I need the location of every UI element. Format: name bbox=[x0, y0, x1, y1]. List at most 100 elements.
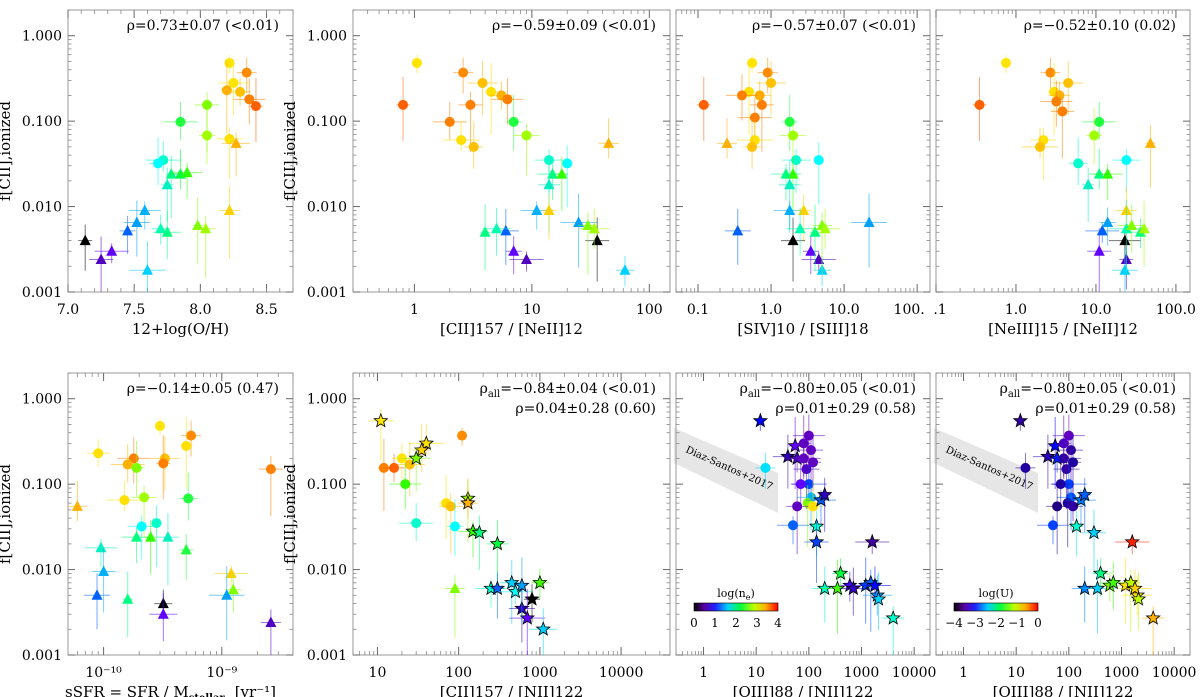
correlation-annotation: ρall=−0.84±0.04 (<0.01) bbox=[480, 381, 656, 400]
x-tick-label: 1000 bbox=[522, 665, 558, 681]
annotation-text: ρ=0.73±0.07 (<0.01) bbox=[127, 18, 279, 34]
circle-marker bbox=[749, 112, 760, 123]
triangle-marker bbox=[479, 226, 491, 237]
y-tick-label: 0.100 bbox=[22, 114, 62, 130]
data-point bbox=[1071, 566, 1098, 623]
data-point bbox=[229, 77, 252, 106]
y-tick-label: 1.000 bbox=[22, 29, 62, 45]
triangle-marker bbox=[227, 583, 239, 595]
y-axis-label: f[CII],ionized bbox=[0, 101, 14, 201]
triangle-marker bbox=[1082, 178, 1094, 190]
data-point bbox=[220, 61, 233, 134]
data-point bbox=[530, 568, 549, 599]
x-tick-label: 1000 bbox=[844, 665, 880, 681]
star-marker bbox=[1092, 565, 1109, 581]
circle-marker bbox=[1000, 57, 1011, 68]
triangle-marker bbox=[732, 224, 744, 236]
data-point bbox=[89, 236, 114, 292]
circle-marker bbox=[1020, 462, 1031, 473]
circle-marker bbox=[241, 67, 252, 78]
data-point bbox=[236, 57, 257, 94]
annotation-sub: all bbox=[488, 389, 500, 400]
x-axis-label-unit: [yr⁻¹] bbox=[235, 683, 276, 697]
data-point bbox=[1000, 54, 1011, 73]
circle-marker bbox=[250, 101, 261, 112]
data-point bbox=[1063, 481, 1084, 522]
circle-marker bbox=[795, 479, 806, 490]
triangle-marker bbox=[588, 222, 600, 234]
data-point bbox=[444, 575, 465, 638]
star-marker bbox=[460, 494, 476, 510]
y-tick-label: 0.010 bbox=[22, 563, 62, 579]
colorbar-tick-label: −1 bbox=[1008, 616, 1026, 630]
data-point bbox=[1108, 199, 1145, 274]
data-point bbox=[1015, 452, 1036, 489]
circle-marker bbox=[766, 77, 777, 88]
data-point bbox=[411, 54, 422, 73]
circle-marker bbox=[265, 464, 276, 475]
data-point bbox=[391, 443, 412, 480]
data-point bbox=[1082, 101, 1117, 140]
triangle-marker bbox=[95, 541, 107, 553]
correlation-annotation: ρ=0.01±0.29 (0.58) bbox=[775, 401, 916, 417]
circle-marker bbox=[801, 464, 812, 475]
star-marker bbox=[535, 621, 551, 636]
triangle-marker bbox=[122, 593, 134, 604]
circle-marker bbox=[1068, 457, 1079, 468]
data-point bbox=[128, 201, 161, 230]
data-point bbox=[479, 204, 491, 271]
star-marker bbox=[489, 535, 506, 551]
data-point bbox=[145, 141, 182, 172]
circle-marker bbox=[808, 457, 819, 468]
data-point bbox=[1053, 60, 1084, 115]
data-point bbox=[1118, 569, 1151, 602]
data-point bbox=[1086, 108, 1103, 165]
triangle-marker bbox=[200, 222, 212, 234]
triangle-marker bbox=[491, 222, 503, 234]
data-point bbox=[491, 78, 524, 125]
colorbar-tick-label: 1 bbox=[711, 616, 719, 630]
data-point bbox=[870, 572, 887, 631]
data-point bbox=[1142, 606, 1165, 655]
data-point bbox=[248, 78, 263, 143]
x-tick-label: 10000 bbox=[892, 665, 937, 681]
data-point bbox=[163, 101, 198, 140]
y-tick-label: 1.000 bbox=[307, 392, 347, 408]
triangle-marker bbox=[1126, 219, 1138, 231]
data-point bbox=[787, 416, 803, 489]
circle-marker bbox=[139, 492, 150, 503]
data-point bbox=[367, 408, 394, 461]
circle-marker bbox=[788, 130, 799, 141]
data-point bbox=[233, 78, 266, 125]
correlation-annotation: ρ=−0.52±0.10 (0.02) bbox=[1024, 18, 1176, 34]
triangle-marker bbox=[787, 234, 799, 246]
triangle-marker bbox=[162, 531, 174, 542]
x-tick-label: 10000 bbox=[599, 665, 644, 681]
circle-marker bbox=[456, 135, 467, 146]
data-point bbox=[432, 101, 467, 140]
data-point bbox=[782, 149, 811, 194]
panel-frame-p4 bbox=[935, 9, 1191, 293]
data-point bbox=[67, 481, 88, 522]
circle-marker bbox=[521, 130, 532, 141]
y-tick-label: 0.010 bbox=[22, 200, 62, 216]
triangle-marker bbox=[780, 168, 792, 179]
correlation-annotation: ρ=−0.59±0.09 (<0.01) bbox=[492, 18, 656, 34]
data-point bbox=[514, 557, 530, 624]
triangle-marker bbox=[449, 582, 461, 594]
circle-marker bbox=[1063, 77, 1074, 88]
data-point bbox=[717, 118, 738, 159]
colorbar-tick-label: 0 bbox=[690, 616, 698, 630]
x-tick-label: 10.0 bbox=[1080, 302, 1111, 318]
circle-marker bbox=[398, 99, 409, 110]
circle-marker bbox=[119, 495, 130, 506]
data-point bbox=[91, 548, 116, 613]
triangle-marker bbox=[223, 204, 235, 215]
data-point bbox=[816, 477, 833, 532]
data-point bbox=[858, 566, 891, 599]
data-point bbox=[786, 207, 815, 256]
triangle-marker bbox=[809, 226, 821, 237]
triangle-marker bbox=[141, 264, 153, 275]
data-point bbox=[377, 438, 390, 511]
x-tick-label: 10.0 bbox=[829, 302, 860, 318]
